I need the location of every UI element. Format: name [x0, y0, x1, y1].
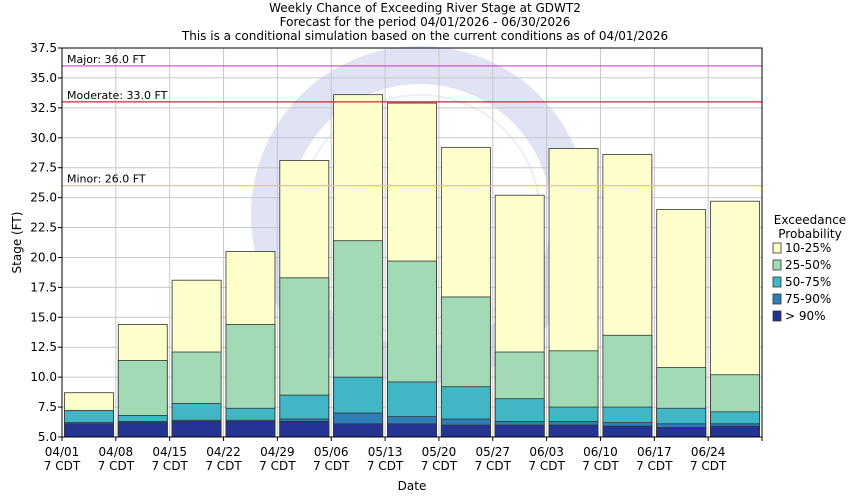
x-tick-label-time: 7 CDT	[151, 459, 188, 473]
x-tick-label-time: 7 CDT	[582, 459, 619, 473]
x-tick-label-time: 7 CDT	[528, 459, 565, 473]
y-axis-ticks: 5.0 7.5 10.0 12.5 15.0 17.5 20.0 22.5 25.0 27.5 30…	[30, 41, 62, 444]
legend-label: 75-90%	[785, 292, 831, 306]
y-tick-label: 22.5	[30, 221, 57, 235]
x-tick-label-date: 04/15	[152, 445, 187, 459]
legend-title: Probability	[778, 227, 841, 241]
bar-stacks	[64, 94, 760, 438]
y-tick-label: 20.0	[30, 250, 57, 264]
bar-90-06-17	[656, 427, 707, 438]
y-tick-label: 30.0	[30, 131, 57, 145]
bar-90-04-29	[279, 421, 330, 438]
x-tick-label-time: 7 CDT	[367, 459, 404, 473]
flood-level-lines: Major: 36.0 FT Moderate: 33.0 FT Minor: 26…	[62, 53, 762, 187]
flood-label-moderate: Moderate: 33.0 FT	[67, 89, 168, 102]
bar-90-05-20	[440, 424, 491, 438]
bar-90-04-01	[64, 423, 114, 438]
x-tick-label-date: 04/29	[260, 445, 295, 459]
x-tick-label-date: 05/27	[475, 445, 510, 459]
y-tick-label: 7.5	[38, 400, 57, 414]
x-tick-label-date: 06/24	[691, 445, 726, 459]
y-tick-label: 17.5	[30, 280, 57, 294]
x-tick-label-time: 7 CDT	[421, 459, 458, 473]
x-tick-label-date: 05/20	[422, 445, 457, 459]
bar-90-06-03	[548, 424, 599, 438]
y-tick-label: 15.0	[30, 310, 57, 324]
legend-swatch	[772, 310, 782, 322]
y-tick-label: 25.0	[30, 191, 57, 205]
flood-label-minor: Minor: 26.0 FT	[67, 173, 146, 186]
y-tick-label: 32.5	[30, 101, 57, 115]
bar-90-04-15	[171, 421, 222, 438]
bar-90-05-06	[333, 423, 384, 438]
x-tick-label-date: 05/06	[314, 445, 349, 459]
legend-swatch	[772, 293, 782, 305]
chart-title-line: This is a conditional simulation based o…	[181, 29, 668, 43]
chart-title-line: Forecast for the period 04/01/2026 - 06/…	[280, 15, 571, 29]
bar-90-04-22	[225, 421, 276, 438]
flood-label-major: Major: 36.0 FT	[67, 53, 146, 66]
x-tick-label-date: 04/22	[206, 445, 241, 459]
x-tick-label-time: 7 CDT	[475, 459, 512, 473]
bar-90-06-24	[710, 425, 760, 438]
x-tick-label-date: 06/10	[583, 445, 618, 459]
x-tick-label-time: 7 CDT	[690, 459, 727, 473]
y-tick-label: 10.0	[30, 370, 57, 384]
chart-title: Weekly Chance of Exceeding River Stage a…	[181, 1, 668, 43]
bar-90-05-27	[494, 424, 545, 438]
legend-swatch	[772, 276, 782, 288]
legend-label: 25-50%	[785, 258, 831, 272]
y-tick-label: 27.5	[30, 161, 57, 175]
legend-title: Exceedance	[774, 213, 846, 227]
x-tick-label-time: 7 CDT	[313, 459, 350, 473]
y-axis-label: Stage (FT)	[10, 212, 24, 274]
x-tick-label-time: 7 CDT	[98, 459, 135, 473]
x-tick-label-time: 7 CDT	[205, 459, 242, 473]
x-tick-label-date: 06/03	[529, 445, 564, 459]
x-tick-label-date: 04/08	[99, 445, 134, 459]
plot-frame	[61, 47, 763, 438]
legend-label: > 90%	[785, 309, 826, 323]
x-tick-label-date: 06/17	[637, 445, 672, 459]
x-tick-label-time: 7 CDT	[636, 459, 673, 473]
bar-90-04-08	[117, 422, 168, 438]
bar-90-05-13	[387, 423, 437, 438]
y-tick-label: 35.0	[30, 71, 57, 85]
bar-90-06-10	[602, 425, 653, 438]
x-tick-label-date: 04/01	[45, 445, 80, 459]
legend-label: 50-75%	[785, 275, 831, 289]
y-tick-label: 5.0	[38, 430, 57, 444]
legend-swatch	[772, 242, 782, 254]
legend-swatch	[772, 259, 782, 271]
x-axis-label: Date	[398, 479, 427, 493]
legend-label: 10-25%	[785, 241, 831, 255]
x-tick-label-time: 7 CDT	[259, 459, 296, 473]
y-tick-label: 37.5	[30, 41, 57, 55]
x-tick-label-time: 7 CDT	[44, 459, 81, 473]
x-tick-label-date: 05/13	[368, 445, 403, 459]
chart-title-line: Weekly Chance of Exceeding River Stage a…	[269, 1, 581, 15]
y-tick-label: 12.5	[30, 340, 57, 354]
